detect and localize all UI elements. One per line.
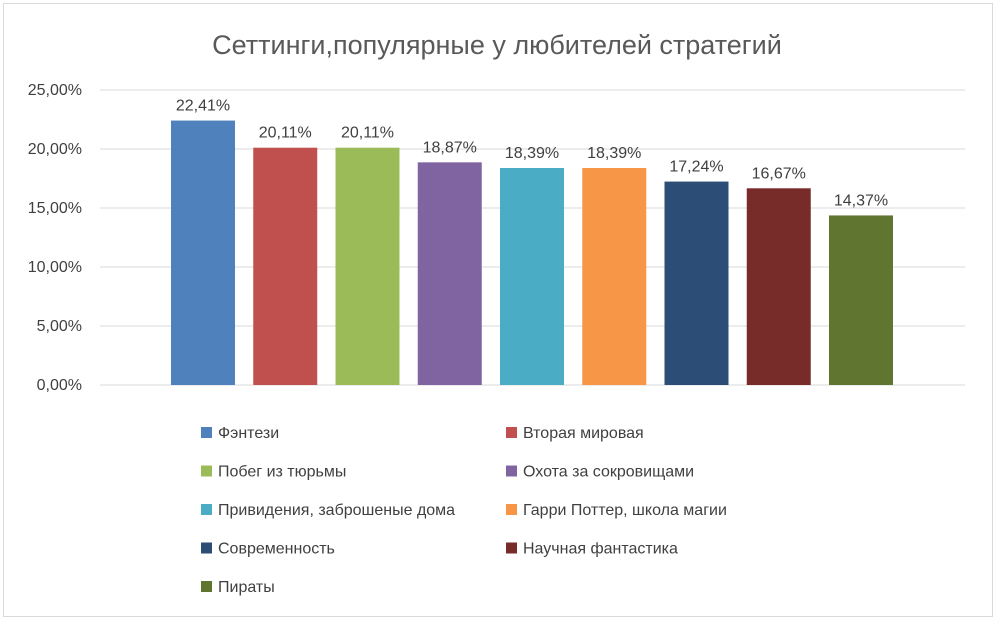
y-tick-label: 25,00% (28, 82, 82, 99)
legend-entry: Современность (218, 541, 335, 558)
y-tick-label: 0,00% (37, 377, 82, 394)
legend-swatch (201, 581, 212, 592)
legend-swatch (201, 427, 212, 438)
bar (664, 181, 729, 385)
legend-swatch (506, 542, 517, 554)
legend-entry: Вторая мировая (523, 425, 644, 442)
y-tick-label: 10,00% (28, 259, 82, 276)
legend-entry: Фэнтези (218, 425, 279, 442)
legend-swatch (506, 504, 517, 515)
data-label: 18,39% (505, 145, 559, 162)
legend-swatch (506, 427, 517, 438)
bar (335, 147, 400, 385)
data-label: 18,87% (423, 139, 477, 156)
data-labels: 22,41% 20,11% 20,11% 18,87% 18,39% 18,39% 17,2… (176, 98, 888, 210)
bar (500, 167, 564, 385)
data-label: 18,39% (587, 145, 641, 162)
y-axis-ticks: 0,00% 5,00% 10,00% 15,00% 20,00% 25,00% (28, 82, 82, 394)
data-label: 14,37% (834, 192, 888, 209)
data-label: 22,41% (176, 98, 230, 115)
data-label: 20,11% (341, 125, 394, 142)
legend-entry: Пираты (218, 579, 275, 596)
y-tick-label: 15,00% (28, 200, 82, 217)
y-tick-label: 20,00% (28, 141, 82, 158)
bar (253, 147, 318, 385)
legend-entry: Охота за сокровищами (523, 464, 694, 481)
legend-entry: Побег из тюрьмы (218, 464, 346, 481)
gridlines (100, 89, 965, 386)
data-label: 17,24% (669, 159, 723, 176)
legend-entry: Гарри Поттер, школа магии (523, 502, 727, 519)
bar (746, 188, 811, 385)
legend-swatch (506, 465, 517, 477)
bars (171, 120, 893, 385)
bar (829, 215, 893, 385)
chart-frame (3, 3, 993, 617)
legend-entry: Привидения, заброшеные дома (218, 502, 455, 519)
bar (582, 167, 647, 385)
legend-entry: Научная фантастика (523, 541, 678, 558)
y-tick-label: 5,00% (37, 318, 82, 335)
data-label: 16,67% (752, 165, 806, 182)
legend-swatch (201, 465, 212, 477)
data-label: 20,11% (259, 125, 312, 142)
legend: Фэнтези Вторая мировая Побег из тюрьмы Охот… (201, 425, 727, 596)
legend-swatch (201, 504, 212, 515)
bar (417, 162, 482, 385)
legend-swatch (201, 542, 212, 554)
bar (171, 120, 235, 385)
chart-title: Сеттинги,популярные у любителей стратеги… (212, 30, 782, 60)
